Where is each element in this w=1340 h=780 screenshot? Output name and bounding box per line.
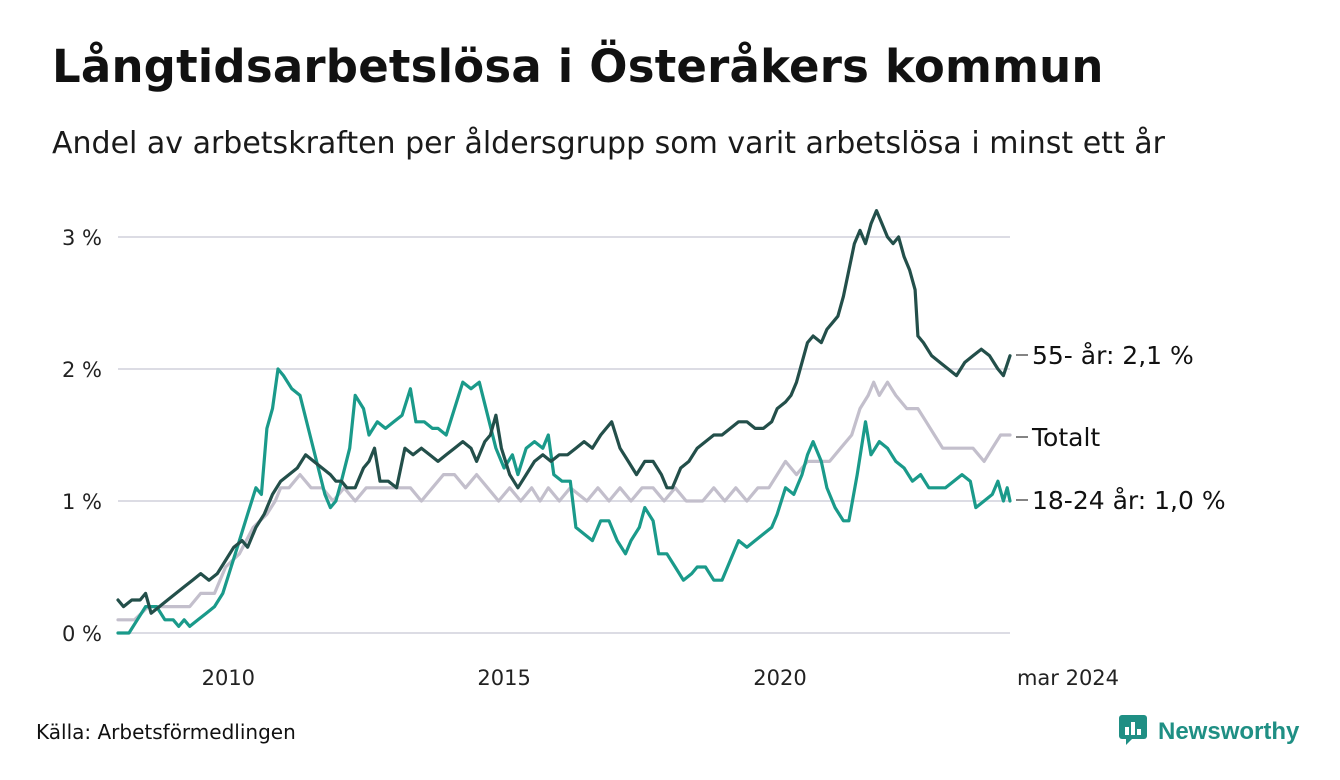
gridlines	[118, 236, 1010, 634]
newsworthy-logo-icon	[1118, 714, 1148, 750]
chart-title: Långtidsarbetslösa i Österåkers kommun	[52, 40, 1104, 93]
y-tick-label: 1 %	[62, 490, 102, 514]
x-tick-label: 2015	[477, 666, 530, 690]
series-end-label: 18-24 år: 1,0 %	[1032, 486, 1226, 515]
x-tick-label: mar 2024	[1017, 666, 1119, 690]
series-line-0	[116, 380, 1012, 622]
x-tick-label: 2010	[202, 666, 255, 690]
y-tick-label: 3 %	[62, 226, 102, 250]
y-tick-label: 0 %	[62, 622, 102, 646]
source-note: Källa: Arbetsförmedlingen	[36, 720, 296, 744]
x-tick-label: 2020	[753, 666, 806, 690]
series-line-1	[116, 367, 1012, 635]
series-end-label: Totalt	[1031, 423, 1100, 452]
chart-subtitle: Andel av arbetskraften per åldersgrupp s…	[52, 126, 1165, 161]
series-end-label: 55- år: 2,1 %	[1032, 341, 1194, 370]
series-line-2	[116, 209, 1012, 615]
series-labels: Totalt 18-24 år: 1,0 % 55- år: 2,1 %	[1016, 341, 1226, 515]
y-tick-label: 2 %	[62, 358, 102, 382]
brand-name: Newsworthy	[1158, 718, 1300, 745]
series-lines	[116, 209, 1012, 635]
axis-labels: 0 % 1 % 2 % 3 % 2010 2015 2020 mar 2024	[62, 226, 1119, 690]
newsworthy-brand[interactable]: Newsworthy	[1118, 714, 1299, 750]
